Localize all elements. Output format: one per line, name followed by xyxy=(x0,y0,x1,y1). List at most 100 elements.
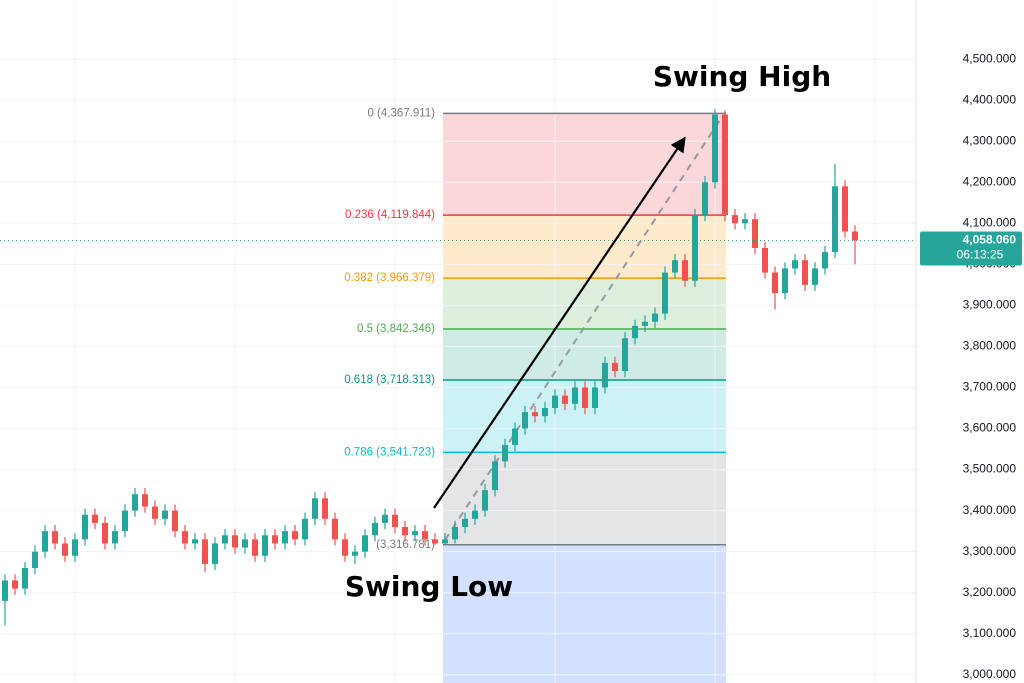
countdown-label: 06:13:25 xyxy=(957,248,1004,262)
y-tick-label: 3,500.000 xyxy=(963,462,1017,476)
candle-body xyxy=(252,539,258,556)
candle-body xyxy=(722,114,728,216)
candle-body xyxy=(762,247,768,273)
candle-body xyxy=(242,539,248,548)
candle-body xyxy=(372,522,378,536)
candle-body xyxy=(482,490,488,511)
y-tick-label: 3,000.000 xyxy=(963,667,1017,681)
candle-body xyxy=(672,260,678,273)
fib-band xyxy=(443,113,726,216)
candle-body xyxy=(12,580,18,589)
candle-body xyxy=(382,514,388,523)
candle-body xyxy=(292,531,298,540)
candle-body xyxy=(192,539,198,544)
y-tick-label: 3,200.000 xyxy=(963,585,1017,599)
fib-band xyxy=(443,452,726,545)
y-axis: 3,000.000 3,100.000 3,200.000 3,300.000 3,40… xyxy=(963,51,1017,681)
candle-body xyxy=(842,186,848,232)
y-tick-label: 3,300.000 xyxy=(963,544,1017,558)
candle-body xyxy=(42,531,48,552)
fib-level-label: 0.5 (3,842.346) xyxy=(357,323,435,335)
candle-body xyxy=(662,272,668,314)
candle-body xyxy=(62,543,68,556)
fib-level-label: 0.382 (3,966.379) xyxy=(344,272,435,284)
y-tick-label: 3,800.000 xyxy=(963,339,1017,353)
fib-level-label: 0.236 (4,119.844) xyxy=(345,209,435,221)
fib-level-label: 0.786 (3,541.723) xyxy=(344,446,435,458)
candle-body xyxy=(422,531,428,540)
y-tick-label: 3,100.000 xyxy=(963,626,1017,640)
candle-body xyxy=(812,268,818,285)
y-tick-label: 4,300.000 xyxy=(963,133,1017,147)
candle-body xyxy=(312,498,318,519)
candle-body xyxy=(222,535,228,544)
y-tick-label: 4,200.000 xyxy=(963,174,1017,188)
y-tick-label: 3,400.000 xyxy=(963,503,1017,517)
candle-body xyxy=(132,494,138,511)
candle-body xyxy=(392,514,398,528)
fib-level-label: 0.618 (3,718.313) xyxy=(344,374,435,386)
candle-body xyxy=(772,272,778,294)
candle-body xyxy=(182,531,188,544)
candle-body xyxy=(552,395,558,408)
fib-band xyxy=(443,215,726,279)
candle-body xyxy=(752,219,758,248)
fib-level-label: 0 (4,367.911) xyxy=(367,107,435,119)
fib-band xyxy=(443,329,726,380)
candles xyxy=(2,109,858,626)
candle-body xyxy=(592,387,598,408)
candle-body xyxy=(612,362,618,372)
candle-body xyxy=(492,461,498,491)
candle-body xyxy=(82,514,88,540)
candle-body xyxy=(852,231,858,241)
candle-body xyxy=(112,531,118,544)
candle-body xyxy=(52,531,58,544)
candle-body xyxy=(162,510,168,519)
candle-body xyxy=(832,186,838,253)
candle-body xyxy=(732,215,738,224)
candle-body xyxy=(352,551,358,556)
candle-body xyxy=(802,260,808,285)
candle-body xyxy=(692,215,698,281)
candle-body xyxy=(792,260,798,269)
candle-body xyxy=(412,531,418,536)
candle-body xyxy=(142,494,148,507)
candle-body xyxy=(342,539,348,556)
fib-bands xyxy=(443,113,726,683)
swing-arrow xyxy=(433,136,686,509)
candle-body xyxy=(512,428,518,445)
candle-body xyxy=(472,510,478,519)
candle-body xyxy=(642,321,648,326)
candle-body xyxy=(502,444,508,462)
current-price-tag xyxy=(920,231,1022,266)
candle-body xyxy=(172,510,178,532)
candle-body xyxy=(742,219,748,224)
candle-body xyxy=(92,514,98,523)
trend-dashed-line xyxy=(444,119,721,541)
candle-body xyxy=(682,260,688,281)
candle-body xyxy=(32,551,38,569)
candle-body xyxy=(562,395,568,404)
annotation: Swing Low xyxy=(345,570,513,603)
candle-body xyxy=(282,531,288,544)
current-price-label: 4,058.060 xyxy=(963,233,1017,247)
candle-body xyxy=(22,568,28,589)
y-tick-label: 4,500.000 xyxy=(963,51,1017,65)
candle-body xyxy=(522,412,528,429)
candle-body xyxy=(452,527,458,540)
annotation: Swing High xyxy=(653,60,831,93)
candle-body xyxy=(322,498,328,519)
candle-body xyxy=(2,580,8,601)
candle-body xyxy=(262,535,268,556)
candle-body xyxy=(712,114,718,183)
candle-body xyxy=(622,338,628,372)
candle-body xyxy=(402,527,408,536)
candle-body xyxy=(152,506,158,519)
fib-lines: 0 (4,367.911) 0.236 (4,119.844) 0.382 (3,9… xyxy=(344,107,726,551)
candle-body xyxy=(202,539,208,564)
y-tick-label: 3,600.000 xyxy=(963,421,1017,435)
candle-body xyxy=(212,543,218,564)
y-tick-label: 4,400.000 xyxy=(963,92,1017,106)
